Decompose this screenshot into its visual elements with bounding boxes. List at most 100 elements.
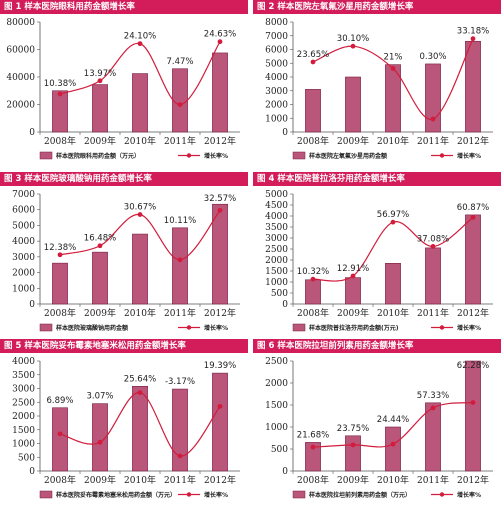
- y-tick-label: 2000: [265, 379, 288, 389]
- x-tick-label: 2012年: [457, 307, 489, 319]
- growth-point: [217, 403, 223, 409]
- y-tick-label: 0: [29, 300, 35, 310]
- y-tick-label: 1500: [265, 267, 288, 277]
- y-tick-label: 3000: [12, 253, 35, 263]
- y-tick-label: 0: [282, 128, 288, 138]
- x-tick-label: 2009年: [337, 135, 369, 147]
- bar: [172, 227, 188, 305]
- legend-line-marker: [439, 492, 445, 497]
- growth-label: 12.91%: [337, 264, 369, 274]
- chart-title: 图 6 样本医院拉坦前列素用药金额增长率: [253, 339, 501, 353]
- legend-bar-swatch: [39, 323, 53, 332]
- chart-title: 图 3 样本医院玻璃酸钠用药金额增长率: [0, 172, 248, 186]
- legend-bar-label: 样本医院拉坦前列素用药金额（万元）: [309, 491, 411, 499]
- growth-label: 21.68%: [297, 430, 329, 440]
- legend-line-marker: [186, 492, 192, 497]
- x-tick-label: 2010年: [377, 307, 409, 319]
- growth-label: 24.10%: [124, 32, 156, 42]
- legend-line-label: 增长率%: [457, 491, 481, 499]
- x-tick-label: 2012年: [204, 135, 236, 147]
- y-tick-label: 1000: [265, 278, 288, 288]
- growth-label: 25.64%: [124, 374, 156, 384]
- bar: [132, 233, 148, 305]
- growth-line: [312, 38, 474, 120]
- bar: [132, 385, 148, 472]
- x-tick-label: 2009年: [84, 474, 116, 486]
- growth-point: [137, 212, 143, 217]
- legend-line-label: 增长率%: [204, 491, 228, 499]
- bar: [345, 435, 361, 472]
- x-tick-label: 2010年: [124, 307, 156, 319]
- growth-label: 0.30%: [419, 52, 446, 62]
- y-tick-label: 3000: [265, 234, 288, 244]
- growth-point: [310, 59, 316, 65]
- x-tick-label: 2010年: [377, 135, 409, 147]
- growth-point: [430, 116, 436, 122]
- bar: [385, 426, 401, 472]
- chart-panel-6: 图 6 样本医院拉坦前列素用药金额增长率 0 500 1000 1500 2000 250…: [253, 339, 501, 507]
- bar: [345, 76, 361, 133]
- growth-label: 56.97%: [377, 210, 409, 220]
- x-tick-label: 2009年: [337, 474, 369, 486]
- bar: [92, 403, 108, 472]
- x-tick-label: 2012年: [457, 474, 489, 486]
- growth-label: 32.57%: [204, 194, 236, 204]
- y-tick-label: 6000: [12, 206, 35, 216]
- y-tick-label: 3500: [12, 371, 35, 381]
- legend-bar-swatch: [292, 323, 306, 332]
- y-tick-label: 3000: [12, 385, 35, 395]
- growth-label: 62.28%: [457, 361, 489, 371]
- bar: [385, 64, 401, 133]
- legend-bar-label: 样本医院眼科用药金额（万元）: [56, 152, 140, 160]
- y-tick-label: 2000: [12, 412, 35, 422]
- growth-label: 6.89%: [46, 396, 73, 406]
- bar: [52, 262, 68, 305]
- x-tick-label: 2008年: [297, 474, 329, 486]
- y-tick-label: 2000: [265, 101, 288, 111]
- y-tick-label: 1000: [265, 114, 288, 124]
- growth-label: 30.67%: [124, 203, 156, 213]
- y-tick-label: 7000: [12, 190, 35, 200]
- chart-title: 图 5 样本医院妥布霉素地塞米松用药金额增长率: [0, 339, 248, 353]
- bar: [52, 90, 68, 133]
- chart-plot-4: 0500100015002000250030003500400045005000…: [265, 190, 493, 332]
- x-tick-label: 2012年: [204, 307, 236, 319]
- legend-bar-label: 样本医院左氧氟沙星用药金额: [309, 152, 387, 160]
- bar: [172, 68, 188, 133]
- chart-title: 图 1 样本医院眼科用药金额增长率: [0, 0, 248, 14]
- growth-label: 21%: [384, 53, 403, 63]
- y-tick-label: 1500: [12, 426, 35, 436]
- growth-point: [137, 390, 143, 395]
- y-tick-label: 5000: [265, 59, 288, 69]
- x-tick-label: 2011年: [417, 307, 449, 319]
- chart-title: 图 2 样本医院左氧氟沙星用药金额增长率: [253, 0, 501, 14]
- y-tick-label: 500: [271, 445, 288, 455]
- x-tick-label: 2010年: [124, 474, 156, 486]
- x-tick-label: 2008年: [44, 135, 76, 147]
- x-tick-label: 2011年: [164, 474, 196, 486]
- bar: [425, 247, 441, 305]
- y-tick-label: 40000: [6, 73, 35, 83]
- legend-line-marker: [186, 153, 192, 158]
- legend-bar-label: 样本医院妥布霉素地塞米松用药金额（万元）: [56, 491, 176, 499]
- growth-label: 10.11%: [164, 216, 196, 226]
- growth-point: [97, 439, 103, 445]
- chart-panel-3: 图 3 样本医院玻璃酸钠用药金额增长率 0 1000 2000 3000 4000 500…: [0, 172, 248, 340]
- bar: [305, 89, 321, 133]
- x-tick-label: 2009年: [84, 135, 116, 147]
- growth-label: 33.18%: [457, 27, 489, 37]
- bar: [92, 251, 108, 305]
- growth-point: [430, 405, 436, 411]
- chart-panel-4: 图 4 样本医院普拉洛芬用药金额增长率 0 500 1000 1500 2000 2500…: [253, 172, 501, 340]
- legend-bar-swatch: [292, 151, 306, 160]
- bar: [465, 40, 481, 133]
- y-tick-label: 3500: [265, 223, 288, 233]
- x-tick-label: 2010年: [124, 135, 156, 147]
- y-tick-label: 4500: [265, 201, 288, 211]
- y-tick-label: 500: [271, 289, 288, 299]
- legend-line-label: 增长率%: [204, 152, 228, 160]
- legend-bar-label: 样本医院玻璃酸钠用药金额: [56, 324, 128, 332]
- y-tick-label: 5000: [265, 190, 288, 200]
- chart-plot-6: 0 500 1000 1500 2000 2500 2008年 2009年 2010年 2011年…: [265, 357, 493, 499]
- x-tick-label: 2011年: [417, 135, 449, 147]
